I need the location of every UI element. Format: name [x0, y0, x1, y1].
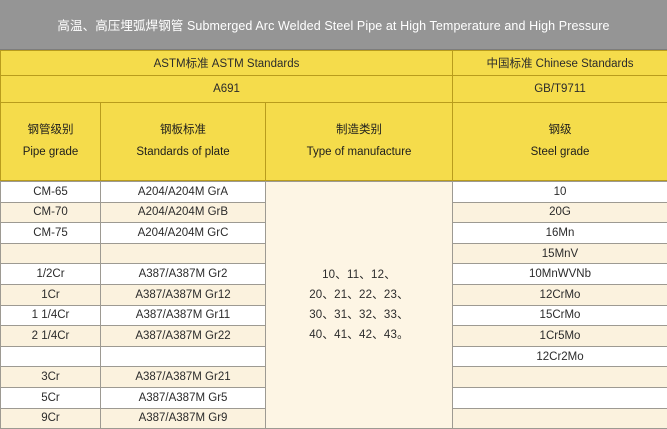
cell-standards-of-plate: A387/A387M Gr5	[101, 387, 266, 408]
table-title-band: 高温、高压埋弧焊钢管 Submerged Arc Welded Steel Pi…	[0, 0, 667, 50]
type-of-manufacture-line-4: 40、41、42、43。	[266, 325, 452, 345]
cell-steel-grade: 10MnWVNb	[453, 264, 667, 285]
cell-pipe-grade: 1Cr	[1, 284, 101, 305]
astm-standard-code: A691	[1, 76, 453, 103]
cell-pipe-grade: 2 1/4Cr	[1, 326, 101, 347]
spec-data-body: CM-65 A204/A204M GrA 10、11、12、 20、21、22、…	[1, 182, 667, 429]
cell-pipe-grade: 3Cr	[1, 367, 101, 388]
column-header-type-of-manufacture: 制造类别 Type of manufacture	[266, 103, 453, 181]
cell-standards-of-plate: A387/A387M Gr22	[101, 326, 266, 347]
cell-standards-of-plate: A387/A387M Gr9	[101, 408, 266, 429]
column-header-pipe-grade-en: Pipe grade	[1, 147, 100, 159]
cell-standards-of-plate	[101, 243, 266, 264]
column-header-standards-of-plate-en: Standards of plate	[101, 147, 265, 159]
cell-pipe-grade: 1/2Cr	[1, 264, 101, 285]
cell-steel-grade: 12Cr2Mo	[453, 346, 667, 367]
cell-standards-of-plate: A204/A204M GrB	[101, 202, 266, 223]
cell-standards-of-plate: A387/A387M Gr2	[101, 264, 266, 285]
cell-steel-grade: 16Mn	[453, 223, 667, 244]
cell-pipe-grade	[1, 243, 101, 264]
column-header-steel-grade-en: Steel grade	[453, 147, 667, 159]
cell-steel-grade: 1Cr5Mo	[453, 326, 667, 347]
column-header-standards-of-plate: 钢板标准 Standards of plate	[101, 103, 266, 181]
cell-steel-grade	[453, 367, 667, 388]
spec-data-table: CM-65 A204/A204M GrA 10、11、12、 20、21、22、…	[0, 181, 667, 429]
column-header-row: 钢管级别 Pipe grade 钢板标准 Standards of plate …	[1, 103, 667, 181]
column-header-steel-grade-cn: 钢级	[453, 125, 667, 137]
chinese-standard-code: GB/T9711	[453, 76, 667, 103]
standards-header-table: ASTM标准 ASTM Standards 中国标准 Chinese Stand…	[0, 50, 667, 181]
cell-steel-grade	[453, 408, 667, 429]
type-of-manufacture-line-3: 30、31、32、33、	[266, 305, 452, 325]
cell-pipe-grade: CM-75	[1, 223, 101, 244]
column-header-pipe-grade-cn: 钢管级别	[1, 125, 100, 137]
cell-steel-grade: 15MnV	[453, 243, 667, 264]
cell-type-of-manufacture: 10、11、12、 20、21、22、23、 30、31、32、33、 40、4…	[266, 182, 453, 429]
type-of-manufacture-line-1: 10、11、12、	[266, 265, 452, 285]
page-title: 高温、高压埋弧焊钢管 Submerged Arc Welded Steel Pi…	[57, 15, 609, 34]
column-header-standards-of-plate-cn: 钢板标准	[101, 125, 265, 137]
table-row: CM-65 A204/A204M GrA 10、11、12、 20、21、22、…	[1, 182, 667, 203]
cell-pipe-grade: CM-70	[1, 202, 101, 223]
cell-pipe-grade: 5Cr	[1, 387, 101, 408]
cell-pipe-grade	[1, 346, 101, 367]
cell-standards-of-plate: A387/A387M Gr21	[101, 367, 266, 388]
cell-standards-of-plate	[101, 346, 266, 367]
cell-steel-grade: 10	[453, 182, 667, 203]
standards-code-row: A691 GB/T9711	[1, 76, 667, 103]
cell-pipe-grade: 1 1/4Cr	[1, 305, 101, 326]
cell-steel-grade: 15CrMo	[453, 305, 667, 326]
cell-standards-of-plate: A387/A387M Gr12	[101, 284, 266, 305]
cell-standards-of-plate: A204/A204M GrA	[101, 182, 266, 203]
column-header-pipe-grade: 钢管级别 Pipe grade	[1, 103, 101, 181]
cell-pipe-grade: 9Cr	[1, 408, 101, 429]
standards-scope-row: ASTM标准 ASTM Standards 中国标准 Chinese Stand…	[1, 51, 667, 76]
cell-steel-grade: 12CrMo	[453, 284, 667, 305]
column-header-type-of-manufacture-cn: 制造类别	[266, 125, 452, 137]
cell-pipe-grade: CM-65	[1, 182, 101, 203]
column-header-type-of-manufacture-en: Type of manufacture	[266, 147, 452, 159]
cell-standards-of-plate: A204/A204M GrC	[101, 223, 266, 244]
astm-standards-header: ASTM标准 ASTM Standards	[1, 51, 453, 76]
column-header-steel-grade: 钢级 Steel grade	[453, 103, 667, 181]
type-of-manufacture-line-2: 20、21、22、23、	[266, 285, 452, 305]
chinese-standards-header: 中国标准 Chinese Standards	[453, 51, 667, 76]
cell-steel-grade	[453, 387, 667, 408]
cell-standards-of-plate: A387/A387M Gr11	[101, 305, 266, 326]
cell-steel-grade: 20G	[453, 202, 667, 223]
